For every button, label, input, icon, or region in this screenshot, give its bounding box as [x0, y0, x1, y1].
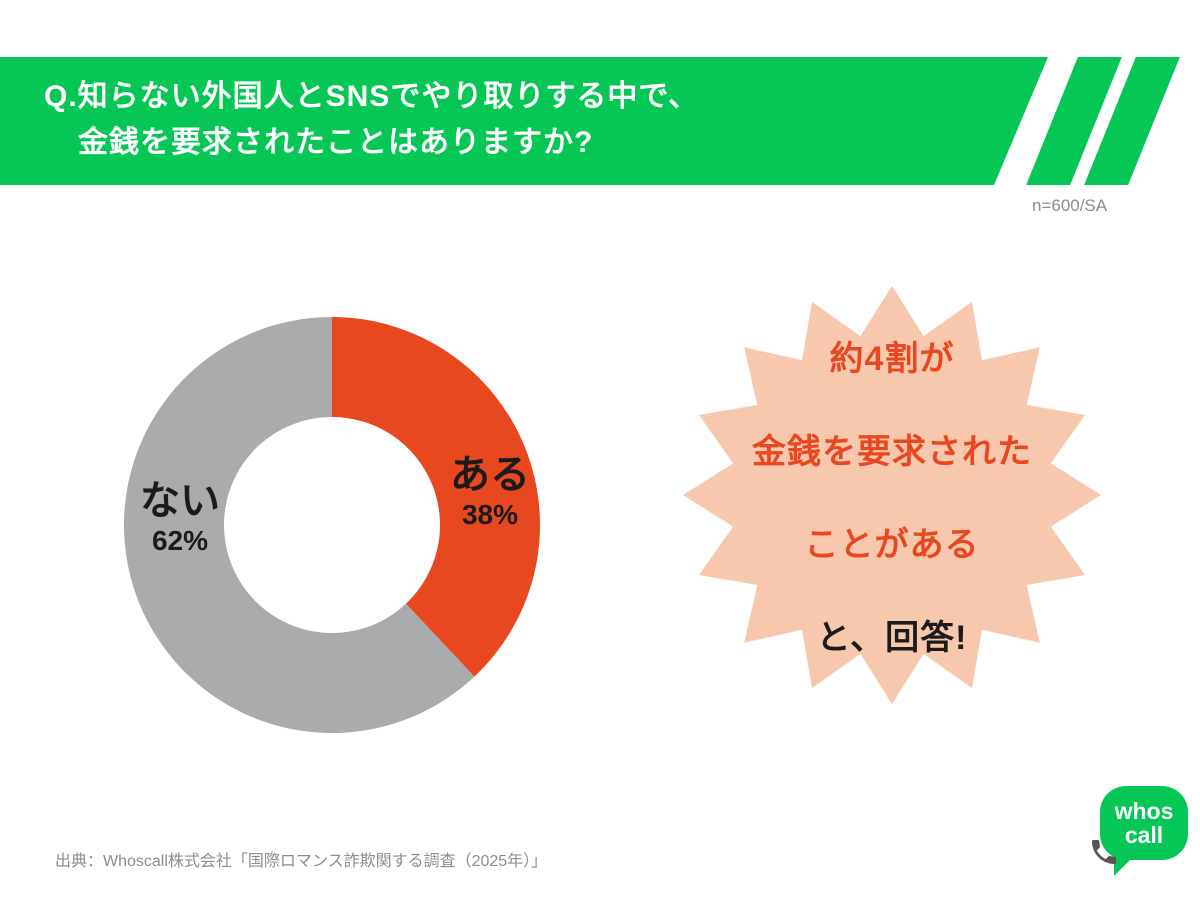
slice-label-aru-name: ある	[450, 453, 530, 497]
slice-label-nai: ない 62%	[110, 478, 250, 558]
sample-size-note: n=600/SA	[1032, 196, 1108, 215]
question-line-1: Q.知らない外国人とSNSでやり取りする中で、	[44, 80, 700, 113]
phone-icon-path	[1092, 840, 1116, 864]
logo-speech-bubble: whos call	[1100, 786, 1188, 860]
logo-word-bottom: call	[1124, 822, 1164, 848]
question-line-2: 金銭を要求されたことはありますか?	[78, 126, 594, 159]
source-note: 出典：Whoscall株式会社「国際ロマンス詐欺関する調査（2025年）」	[55, 853, 548, 870]
donut-slice-0	[332, 317, 541, 677]
starburst-polygon	[683, 286, 1101, 704]
callout-line-3: ことがある	[804, 526, 980, 564]
question-text: Q.知らない外国人とSNSでやり取りする中で、 金銭を要求されたことはありますか…	[0, 57, 1048, 166]
starburst-shape	[683, 286, 1101, 704]
phone-icon	[1092, 840, 1116, 864]
callout-line-4: と、回答!	[816, 619, 968, 657]
donut-chart	[124, 317, 541, 733]
callout-line-1: 約4割が	[829, 340, 955, 378]
slice-label-nai-value: 62%	[151, 525, 209, 556]
slice-label-aru-value: 38%	[461, 499, 519, 530]
question-banner: Q.知らない外国人とSNSでやり取りする中で、 金銭を要求されたことはありますか…	[0, 57, 1048, 185]
slice-label-aru: ある 38%	[420, 452, 560, 532]
callout-line-2: 金銭を要求された	[752, 433, 1032, 471]
whoscall-logo: whos call	[1086, 778, 1198, 890]
donut-slice-1	[124, 317, 475, 733]
logo-word-top: whos	[1114, 798, 1174, 824]
slice-label-nai-name: ない	[140, 479, 220, 523]
callout-text: 約4割が 金銭を要求された ことがある と、回答!	[682, 283, 1102, 707]
